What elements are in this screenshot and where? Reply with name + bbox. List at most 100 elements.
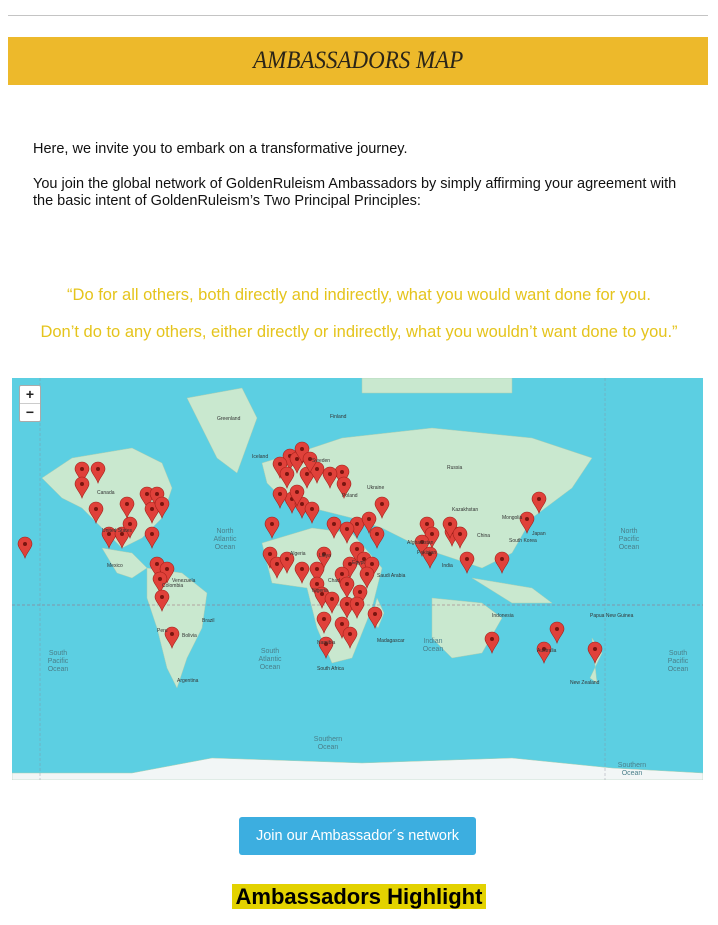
map-marker-icon[interactable] <box>264 516 280 539</box>
map-marker-icon[interactable] <box>494 551 510 574</box>
map-marker-dot <box>345 527 349 531</box>
map-marker-icon[interactable] <box>587 641 603 664</box>
map-marker-icon[interactable] <box>164 626 180 649</box>
map-marker-dot <box>525 517 529 521</box>
map-marker-icon[interactable] <box>114 526 130 549</box>
map-marker-icon[interactable] <box>359 566 375 589</box>
map-marker-icon[interactable] <box>279 551 295 574</box>
zoom-in-button[interactable]: + <box>25 386 35 402</box>
marker-layer <box>17 441 603 664</box>
map-marker-icon[interactable] <box>279 466 295 489</box>
map-marker-icon[interactable] <box>101 526 117 549</box>
map-marker-icon[interactable] <box>349 596 365 619</box>
join-network-button[interactable]: Join our Ambassador´s network <box>239 817 476 855</box>
map-marker-icon[interactable] <box>302 451 318 474</box>
map-marker-dot <box>322 617 326 621</box>
country-label: Colombia <box>162 583 184 589</box>
country-label: South Africa <box>317 666 344 672</box>
map-marker-dot <box>295 490 299 494</box>
map-marker-dot <box>370 562 374 566</box>
map-marker-icon[interactable] <box>326 516 342 539</box>
country-label: Namibia <box>317 640 336 646</box>
map-marker-icon[interactable] <box>361 511 377 534</box>
country-label: Bolivia <box>182 633 197 639</box>
map-marker-icon[interactable] <box>272 486 288 509</box>
map-marker-dot <box>300 502 304 506</box>
map-marker-dot <box>322 552 326 556</box>
map-marker-icon[interactable] <box>269 556 285 579</box>
country-label: Japan <box>532 531 546 537</box>
map-marker-dot <box>593 647 597 651</box>
map-marker-dot <box>340 572 344 576</box>
map-marker-dot <box>315 582 319 586</box>
country-label: Chad <box>328 578 340 584</box>
map-marker-icon[interactable] <box>452 526 468 549</box>
map-marker-icon[interactable] <box>289 484 305 507</box>
map-marker-icon[interactable] <box>422 546 438 569</box>
map-marker-icon[interactable] <box>90 461 106 484</box>
map-marker-icon[interactable] <box>154 496 170 519</box>
map-marker-icon[interactable] <box>336 476 352 499</box>
country-label: Sweden <box>312 458 331 464</box>
map-marker-icon[interactable] <box>304 501 320 524</box>
map-marker-icon[interactable] <box>374 496 390 519</box>
map-marker-icon[interactable] <box>144 501 160 524</box>
map-marker-dot <box>94 507 98 511</box>
map-marker-icon[interactable] <box>88 501 104 524</box>
map-marker-dot <box>555 627 559 631</box>
zoom-out-button[interactable]: − <box>20 403 40 421</box>
map-marker-dot <box>340 622 344 626</box>
map-marker-icon[interactable] <box>152 571 168 594</box>
map-marker-icon[interactable] <box>519 511 535 534</box>
page-title: AMBASSADORS MAP <box>252 47 464 74</box>
map-marker-icon[interactable] <box>369 526 385 549</box>
map-marker-icon[interactable] <box>154 589 170 612</box>
country-label: Madagascar <box>377 638 405 644</box>
map-marker-dot <box>375 532 379 536</box>
map-marker-icon[interactable] <box>484 631 500 654</box>
map-marker-dot <box>332 522 336 526</box>
zoom-control: + − <box>19 385 41 422</box>
world-map[interactable]: + − North Atlantic Ocean North Pacific O… <box>12 378 703 780</box>
map-marker-icon[interactable] <box>342 626 358 649</box>
map-marker-icon[interactable] <box>294 561 310 584</box>
map-marker-dot <box>428 552 432 556</box>
map-marker-icon[interactable] <box>316 546 332 569</box>
map-marker-dot <box>285 557 289 561</box>
map-marker-icon[interactable] <box>531 491 547 514</box>
map-marker-icon[interactable] <box>74 461 90 484</box>
map-marker-icon[interactable] <box>322 466 338 489</box>
map-marker-icon[interactable] <box>17 536 33 559</box>
map-marker-dot <box>285 472 289 476</box>
map-marker-dot <box>295 457 299 461</box>
map-marker-icon[interactable] <box>339 576 355 599</box>
map-marker-dot <box>158 577 162 581</box>
map-marker-dot <box>367 517 371 521</box>
map-marker-dot <box>373 612 377 616</box>
map-marker-dot <box>128 522 132 526</box>
map-marker-icon[interactable] <box>119 496 135 519</box>
map-marker-icon[interactable] <box>549 621 565 644</box>
country-label: United States <box>102 528 133 534</box>
country-label: Algeria <box>290 551 306 557</box>
map-marker-dot <box>150 507 154 511</box>
map-marker-dot <box>348 632 352 636</box>
map-marker-icon[interactable] <box>122 516 138 539</box>
map-marker-icon[interactable] <box>367 606 383 629</box>
map-marker-icon[interactable] <box>309 561 325 584</box>
map-marker-dot <box>275 562 279 566</box>
map-marker-icon[interactable] <box>536 641 552 664</box>
map-marker-icon[interactable] <box>316 611 332 634</box>
map-marker-icon[interactable] <box>339 521 355 544</box>
map-marker-icon[interactable] <box>324 591 340 614</box>
map-marker-icon[interactable] <box>318 636 334 659</box>
map-marker-dot <box>420 540 424 544</box>
map-marker-icon[interactable] <box>459 551 475 574</box>
map-marker-icon[interactable] <box>144 526 160 549</box>
map-marker-icon[interactable] <box>74 476 90 499</box>
intro-text: Here, we invite you to embark on a trans… <box>33 141 693 228</box>
top-divider <box>8 15 708 16</box>
country-label: Pakistan <box>417 550 437 556</box>
principle-1: “Do for all others, both directly and in… <box>67 286 651 304</box>
map-marker-icon[interactable] <box>309 461 325 484</box>
